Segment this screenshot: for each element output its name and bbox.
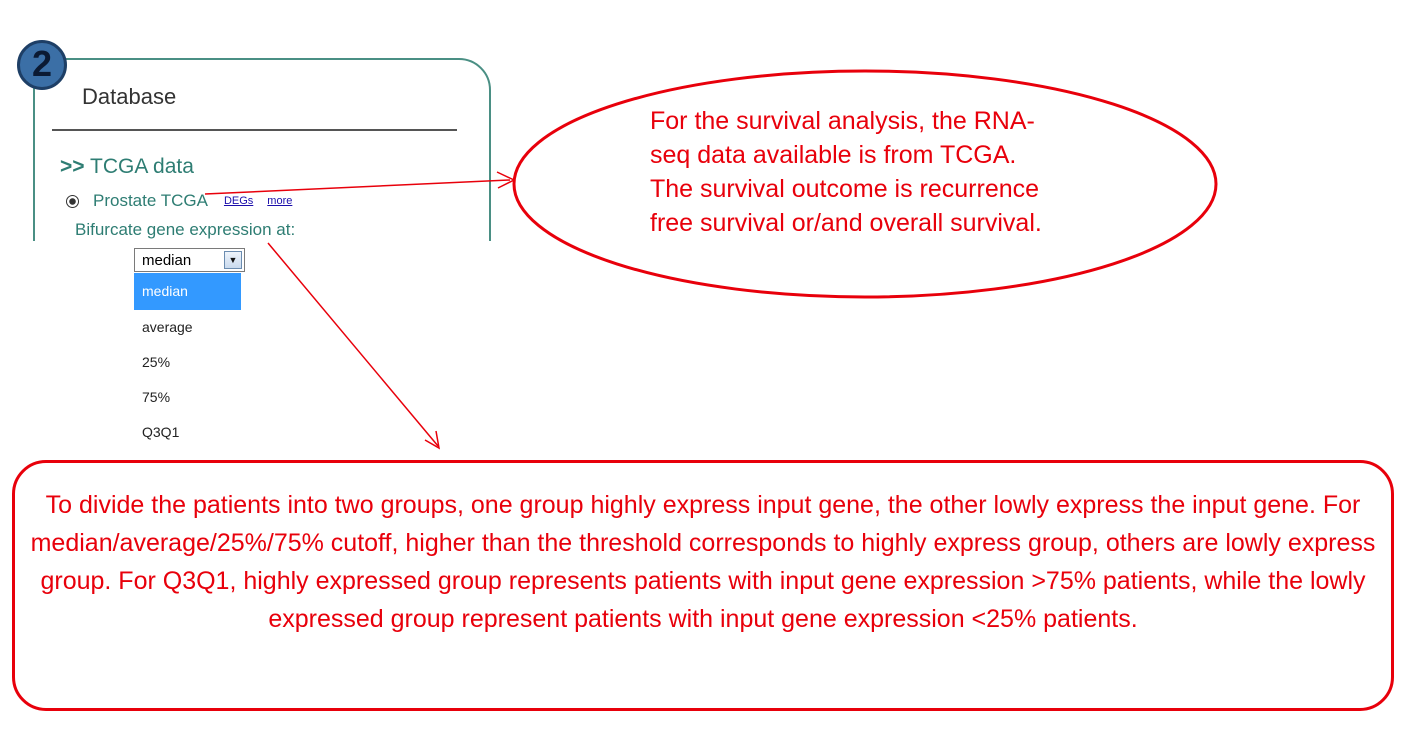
cutoff-select-value: median: [142, 251, 192, 269]
survival-note-ellipse: [512, 69, 1218, 299]
tcga-heading-label: TCGA data: [90, 155, 194, 178]
dropdown-option-median[interactable]: median: [134, 273, 241, 310]
database-divider: [52, 129, 457, 131]
dataset-option-row: Prostate TCGA DEGs more: [66, 190, 306, 212]
arrow-to-survival-note: [204, 179, 511, 195]
bifurcate-label: Bifurcate gene expression at:: [75, 220, 296, 239]
more-link[interactable]: more: [267, 195, 293, 207]
survival-note-text: For the survival analysis, the RNA-seq d…: [650, 107, 1042, 237]
grouping-note-text: To divide the patients into two groups, …: [30, 491, 1376, 633]
arrowhead-grouping-note: [424, 430, 441, 450]
arrow-to-grouping-note: [267, 242, 439, 447]
dropdown-option-average[interactable]: average: [142, 319, 193, 335]
dropdown-option-75[interactable]: 75%: [142, 389, 171, 405]
step-number: 2: [31, 43, 53, 84]
degs-link[interactable]: DEGs: [223, 195, 254, 207]
dropdown-option-25[interactable]: 25%: [142, 354, 171, 370]
arrowhead-survival-note: [496, 171, 516, 189]
dropdown-option-q3q1[interactable]: Q3Q1: [142, 424, 180, 440]
cutoff-select[interactable]: median ▼: [134, 248, 245, 272]
cutoff-dropdown-list: median average 25% 75% Q3Q1: [134, 273, 241, 450]
prostate-tcga-radio[interactable]: [66, 194, 79, 208]
database-title: Database: [82, 84, 177, 109]
step-number-badge: 2: [17, 40, 67, 90]
chevron-down-icon[interactable]: ▼: [224, 251, 242, 269]
grouping-note-box: [12, 460, 1394, 711]
prostate-tcga-label[interactable]: Prostate TCGA: [93, 191, 208, 210]
panel-cutoff-mask: [20, 241, 520, 331]
tcga-data-heading[interactable]: >> TCGA data: [60, 155, 194, 179]
tcga-prefix: >>: [60, 155, 85, 178]
